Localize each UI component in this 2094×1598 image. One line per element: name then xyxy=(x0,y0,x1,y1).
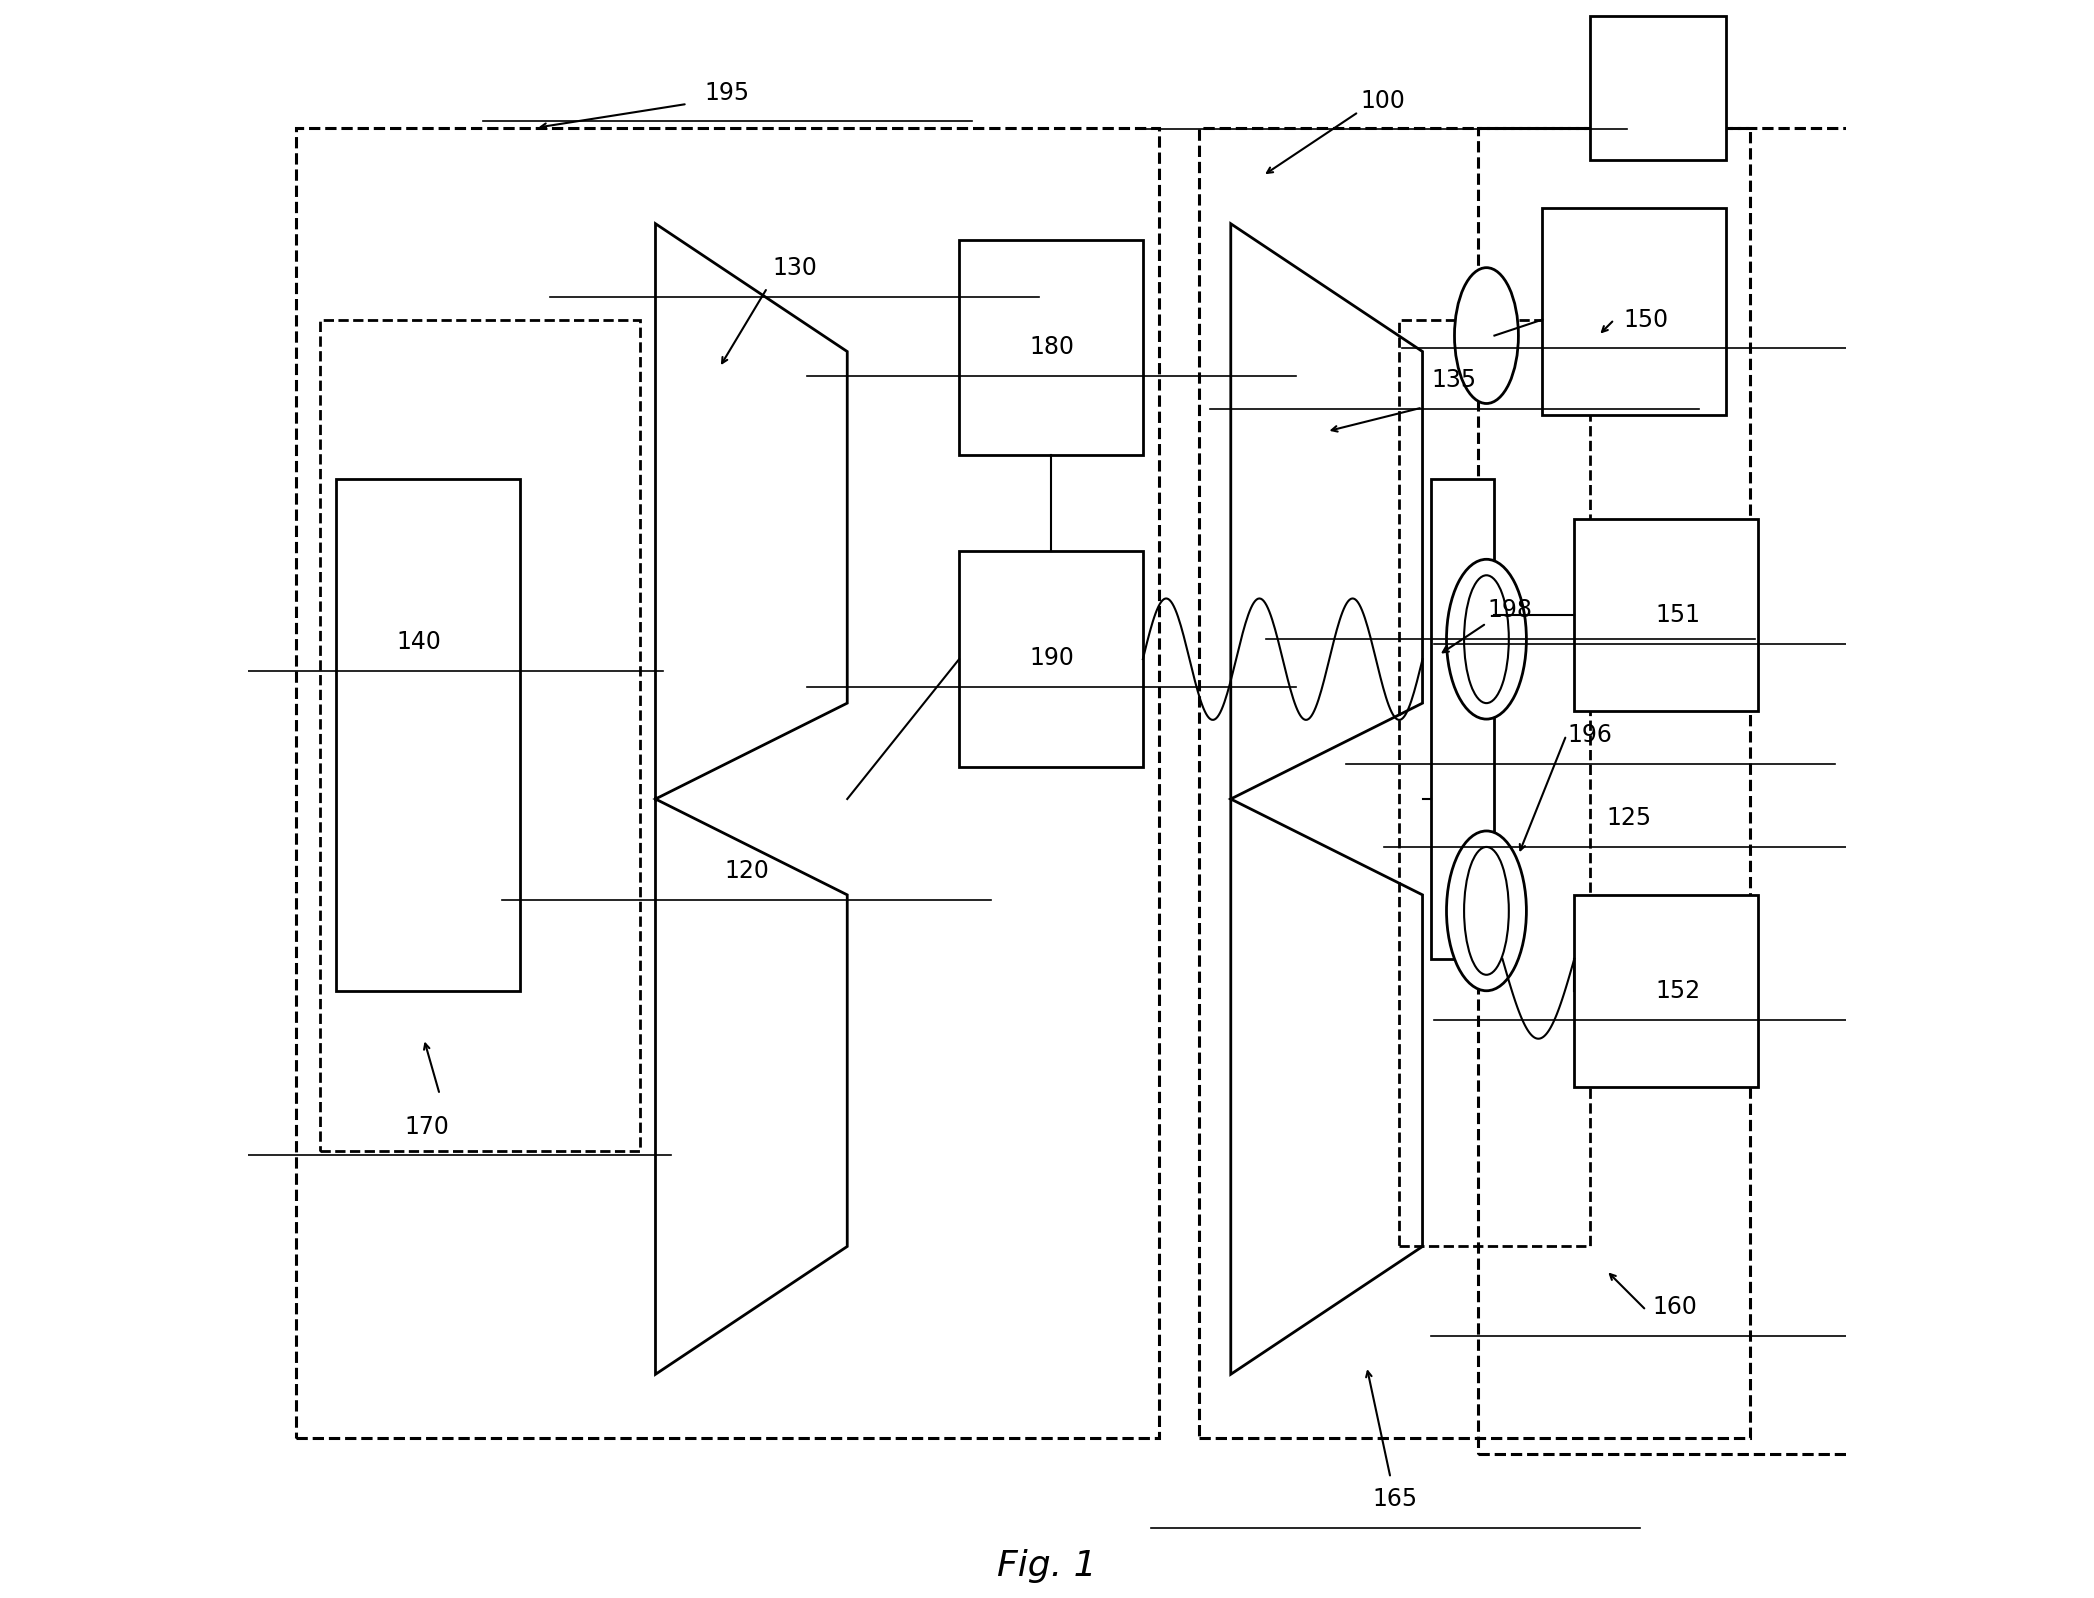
FancyBboxPatch shape xyxy=(1589,16,1725,160)
Polygon shape xyxy=(1231,224,1422,1374)
Text: 151: 151 xyxy=(1656,602,1700,628)
Text: 180: 180 xyxy=(1030,334,1074,360)
Text: 125: 125 xyxy=(1606,805,1652,831)
Ellipse shape xyxy=(1447,559,1527,719)
FancyBboxPatch shape xyxy=(959,551,1143,767)
Text: 195: 195 xyxy=(706,80,750,105)
Text: 100: 100 xyxy=(1361,88,1405,113)
FancyBboxPatch shape xyxy=(1575,519,1759,711)
FancyBboxPatch shape xyxy=(1543,208,1725,415)
Text: 190: 190 xyxy=(1030,646,1074,671)
FancyBboxPatch shape xyxy=(959,240,1143,455)
Ellipse shape xyxy=(1464,847,1510,975)
Text: 150: 150 xyxy=(1623,307,1669,332)
Text: 165: 165 xyxy=(1374,1486,1418,1512)
Text: 135: 135 xyxy=(1432,368,1476,393)
FancyBboxPatch shape xyxy=(335,479,519,991)
FancyBboxPatch shape xyxy=(1430,479,1495,959)
Text: 120: 120 xyxy=(725,858,768,884)
Ellipse shape xyxy=(1447,831,1527,991)
Text: 152: 152 xyxy=(1656,978,1700,1004)
Ellipse shape xyxy=(1464,575,1510,703)
Text: Fig. 1: Fig. 1 xyxy=(997,1548,1097,1584)
Text: 170: 170 xyxy=(404,1114,450,1139)
FancyBboxPatch shape xyxy=(1575,895,1759,1087)
Text: 140: 140 xyxy=(396,630,442,655)
Polygon shape xyxy=(655,224,848,1374)
Text: 198: 198 xyxy=(1489,598,1533,623)
Text: 130: 130 xyxy=(773,256,817,281)
Text: 196: 196 xyxy=(1568,722,1612,748)
Text: 160: 160 xyxy=(1652,1294,1698,1320)
Ellipse shape xyxy=(1455,267,1518,403)
